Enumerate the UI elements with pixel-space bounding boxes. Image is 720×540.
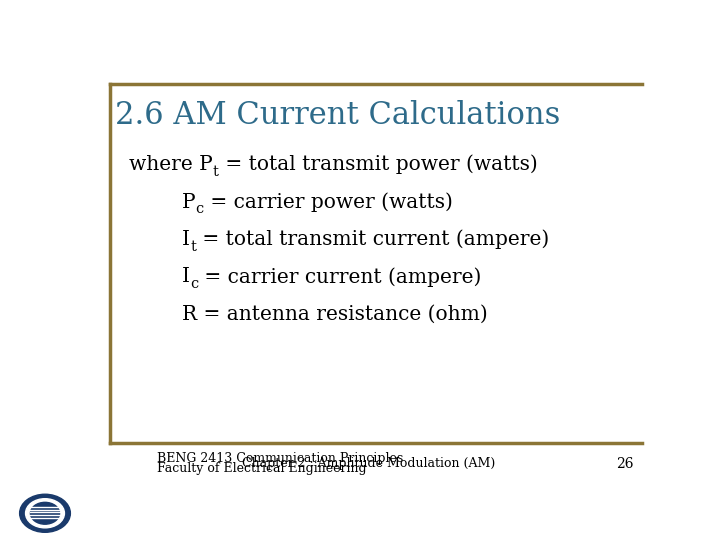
Text: t: t [213, 165, 219, 179]
Text: c: c [196, 202, 204, 217]
Text: P: P [182, 193, 196, 212]
Circle shape [19, 494, 71, 532]
Text: I: I [182, 267, 190, 286]
Text: = carrier current (ampere): = carrier current (ampere) [198, 267, 482, 287]
Circle shape [30, 502, 60, 524]
Text: BENG 2413 Communication Principles: BENG 2413 Communication Principles [157, 453, 403, 465]
Text: c: c [190, 278, 198, 292]
Text: = carrier power (watts): = carrier power (watts) [204, 192, 453, 212]
Circle shape [26, 499, 65, 528]
Text: 26: 26 [616, 457, 634, 471]
Text: t: t [190, 240, 196, 254]
Text: I: I [182, 230, 190, 249]
Text: Chapter 2 : Amplitude Modulation (AM): Chapter 2 : Amplitude Modulation (AM) [243, 457, 495, 470]
Text: where P: where P [129, 155, 213, 174]
Text: = total transmit current (ampere): = total transmit current (ampere) [196, 230, 549, 249]
Text: Faculty of Electrical Engineering: Faculty of Electrical Engineering [157, 462, 366, 475]
Text: R = antenna resistance (ohm): R = antenna resistance (ohm) [182, 305, 488, 324]
Text: = total transmit power (watts): = total transmit power (watts) [219, 155, 537, 174]
Text: 2.6 AM Current Calculations: 2.6 AM Current Calculations [115, 100, 560, 131]
